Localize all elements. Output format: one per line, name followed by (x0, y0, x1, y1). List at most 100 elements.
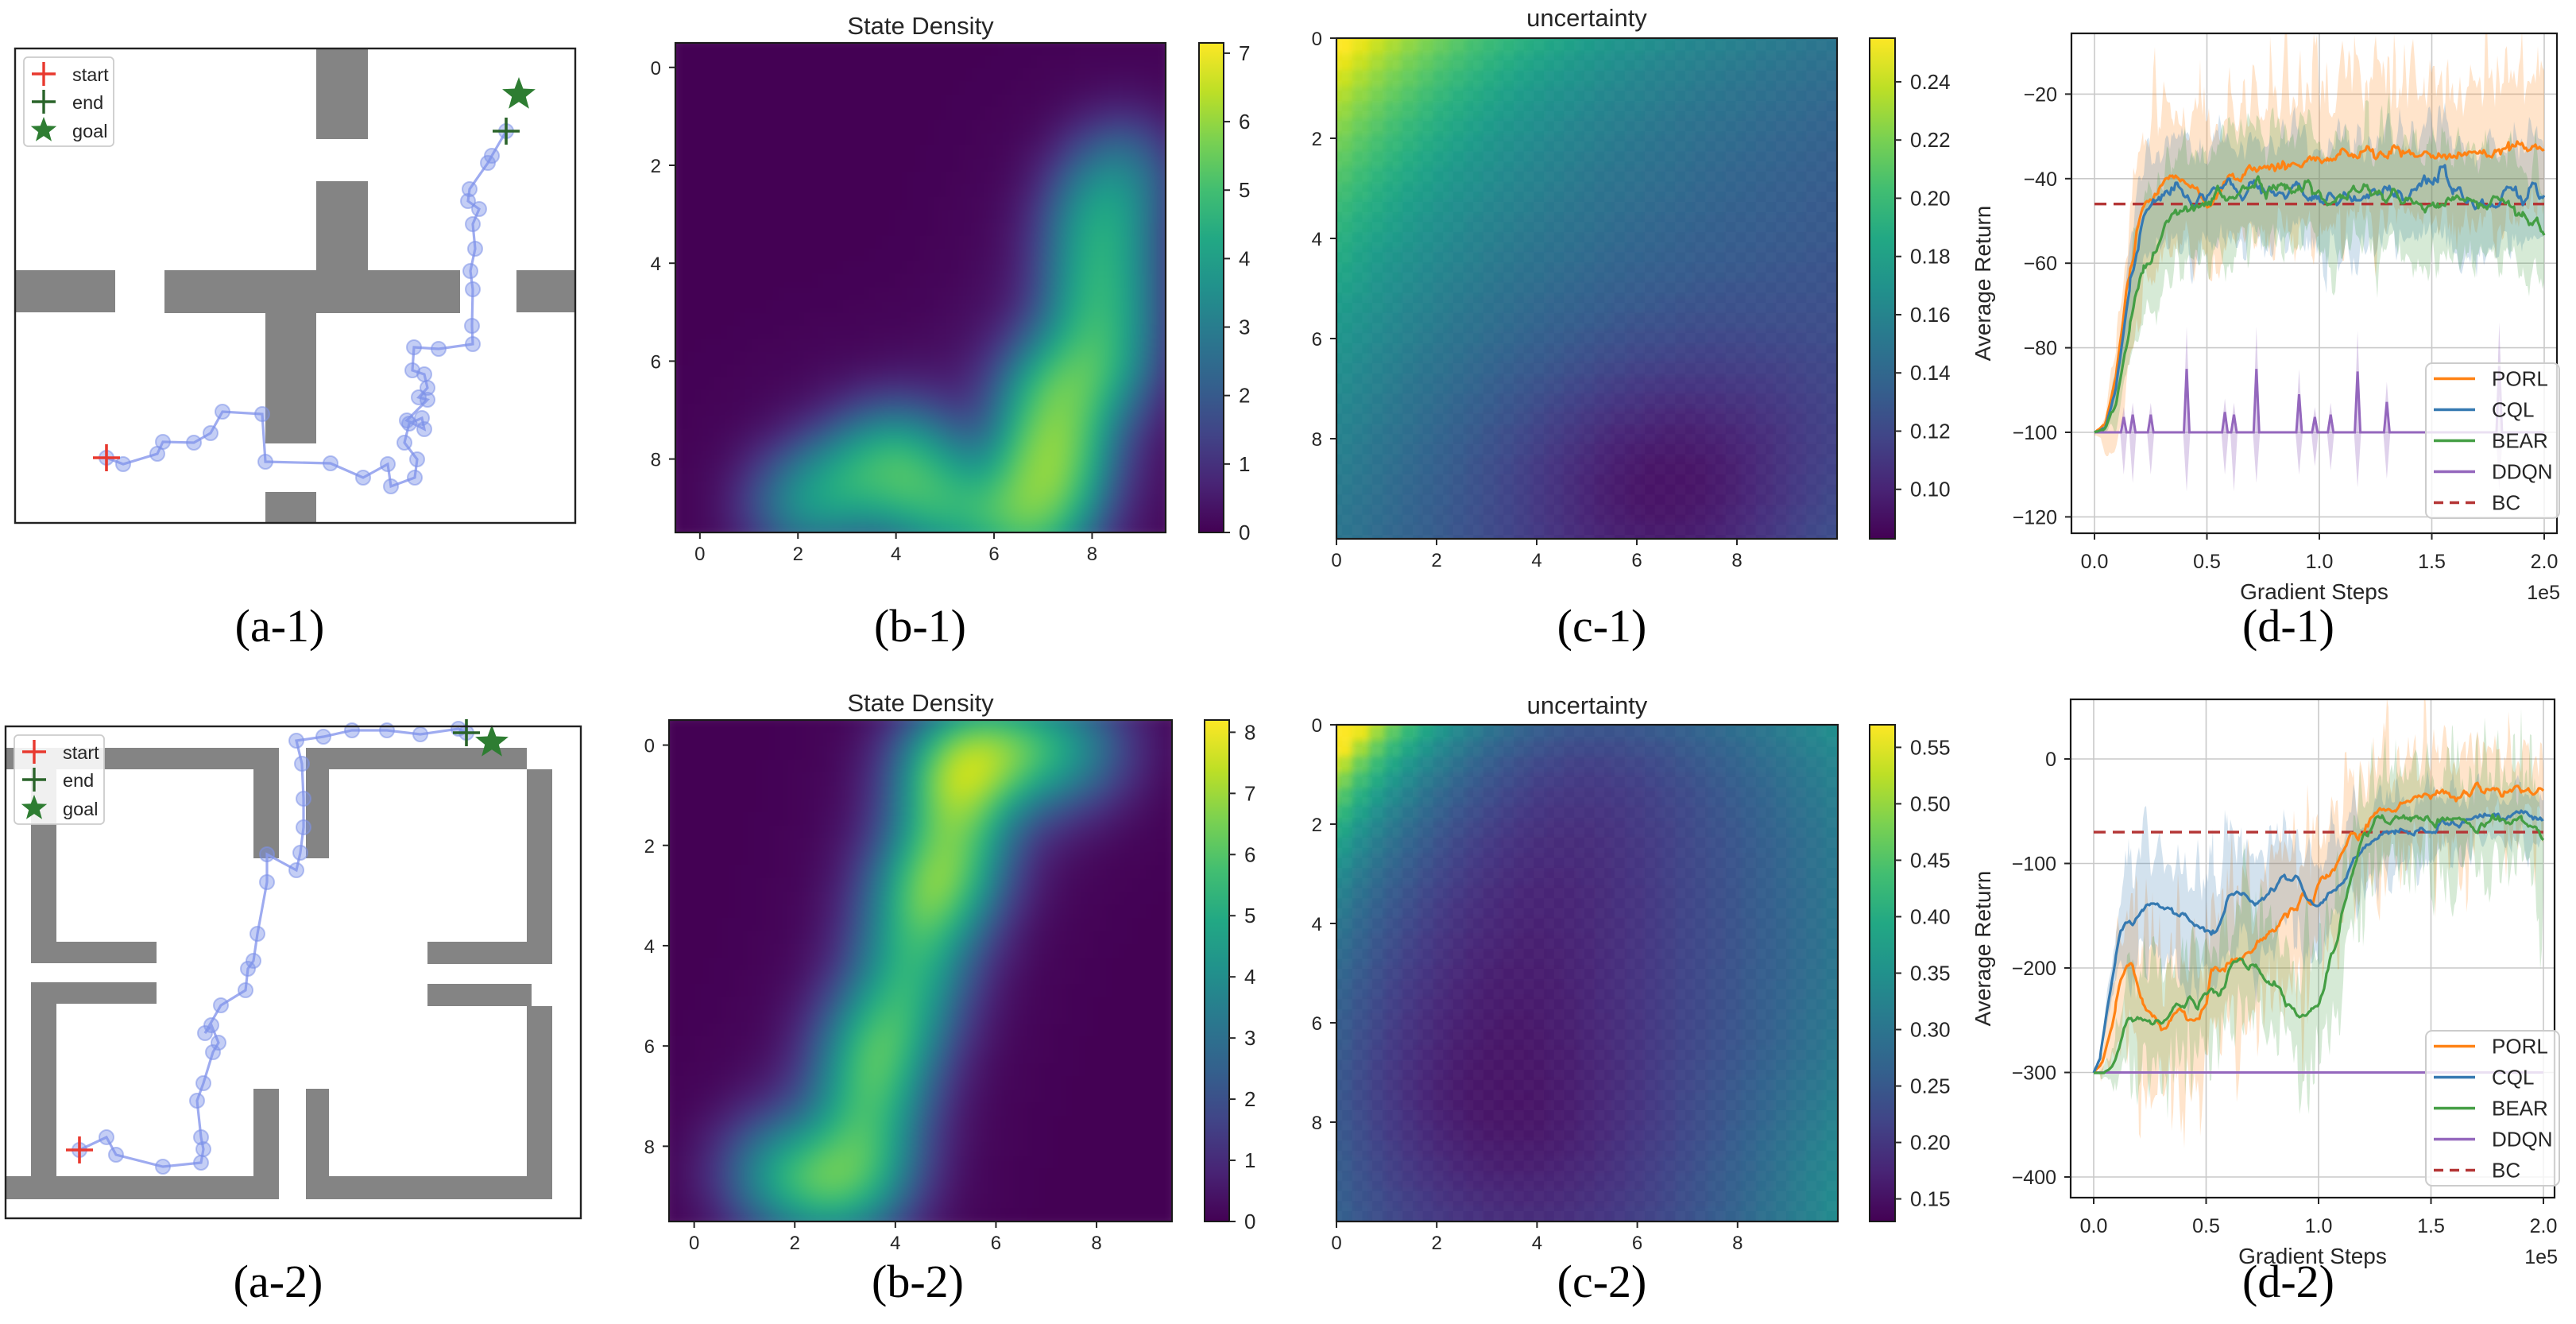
svg-text:−100: −100 (2012, 854, 2056, 876)
svg-text:0: 0 (644, 736, 655, 757)
svg-text:6: 6 (1239, 110, 1250, 134)
svg-text:2: 2 (1432, 1233, 1442, 1254)
svg-text:0.35: 0.35 (1910, 962, 1951, 985)
svg-text:0: 0 (1239, 521, 1250, 544)
svg-text:CQL: CQL (2492, 1066, 2534, 1090)
svg-text:8: 8 (651, 450, 661, 471)
svg-text:2: 2 (1431, 550, 1441, 571)
svg-text:(b-2): (b-2) (872, 1256, 964, 1307)
svg-text:2: 2 (1239, 384, 1250, 408)
svg-text:4: 4 (1531, 550, 1541, 571)
svg-text:1e5: 1e5 (2527, 582, 2560, 604)
svg-text:6: 6 (1244, 842, 1255, 866)
svg-text:6: 6 (1312, 329, 1322, 350)
svg-text:3: 3 (1244, 1026, 1255, 1050)
svg-text:4: 4 (1532, 1233, 1542, 1254)
svg-text:0.40: 0.40 (1910, 904, 1951, 928)
svg-text:0.5: 0.5 (2192, 1215, 2220, 1237)
svg-text:0.14: 0.14 (1910, 361, 1951, 385)
svg-text:goal: goal (72, 121, 107, 141)
svg-text:0.15: 0.15 (1910, 1187, 1951, 1211)
svg-text:end: end (72, 92, 103, 113)
svg-text:1e5: 1e5 (2524, 1246, 2558, 1268)
svg-text:0.0: 0.0 (2080, 1215, 2108, 1237)
svg-text:0: 0 (1331, 1233, 1341, 1254)
svg-text:0.45: 0.45 (1910, 848, 1951, 872)
svg-text:2: 2 (790, 1233, 800, 1254)
svg-text:4: 4 (890, 1233, 900, 1254)
svg-text:6: 6 (988, 544, 999, 565)
svg-text:PORL: PORL (2492, 1035, 2548, 1059)
svg-text:5: 5 (1244, 904, 1255, 927)
svg-text:7: 7 (1239, 41, 1250, 65)
svg-text:8: 8 (1312, 429, 1322, 451)
svg-text:2.0: 2.0 (2531, 551, 2559, 573)
svg-text:0.25: 0.25 (1910, 1074, 1951, 1098)
svg-text:−100: −100 (2013, 422, 2057, 444)
svg-text:6: 6 (651, 351, 661, 373)
svg-text:Average Return: Average Return (1971, 206, 1995, 362)
svg-text:1.5: 1.5 (2418, 551, 2446, 573)
svg-text:7: 7 (1244, 781, 1255, 805)
svg-text:Average Return: Average Return (1971, 871, 1995, 1027)
svg-text:0: 0 (1244, 1210, 1255, 1233)
svg-text:0.22: 0.22 (1910, 128, 1951, 152)
svg-text:0: 0 (1331, 550, 1341, 571)
svg-text:0: 0 (694, 544, 705, 565)
svg-text:4: 4 (1312, 229, 1322, 250)
svg-text:0: 0 (651, 58, 661, 79)
svg-text:goal: goal (63, 799, 98, 819)
svg-text:start: start (63, 742, 99, 763)
svg-text:1.5: 1.5 (2417, 1215, 2445, 1237)
svg-text:0.10: 0.10 (1910, 478, 1951, 501)
svg-text:0.30: 0.30 (1910, 1018, 1951, 1042)
svg-text:uncertainty: uncertainty (1527, 691, 1648, 719)
svg-text:DDQN: DDQN (2492, 1128, 2553, 1152)
svg-text:0: 0 (2045, 749, 2056, 771)
svg-text:8: 8 (1312, 1113, 1322, 1134)
svg-text:0.16: 0.16 (1910, 303, 1951, 327)
svg-text:DDQN: DDQN (2492, 460, 2553, 484)
svg-text:BEAR: BEAR (2492, 1097, 2548, 1121)
svg-text:8: 8 (1244, 720, 1255, 744)
svg-text:0.12: 0.12 (1910, 419, 1951, 443)
svg-text:State Density: State Density (847, 12, 994, 40)
svg-text:6: 6 (1631, 550, 1642, 571)
svg-text:8: 8 (1732, 1233, 1742, 1254)
svg-text:4: 4 (644, 936, 655, 958)
svg-text:1: 1 (1239, 452, 1250, 476)
svg-text:1: 1 (1244, 1148, 1255, 1172)
svg-text:8: 8 (1091, 1233, 1101, 1254)
svg-text:BC: BC (2492, 1159, 2520, 1183)
svg-text:6: 6 (991, 1233, 1001, 1254)
svg-text:4: 4 (651, 254, 661, 275)
svg-text:Gradient Steps: Gradient Steps (2238, 1244, 2387, 1268)
svg-text:Gradient Steps: Gradient Steps (2240, 579, 2388, 604)
svg-text:−60: −60 (2024, 253, 2057, 275)
svg-text:0.20: 0.20 (1910, 1131, 1951, 1155)
svg-text:uncertainty: uncertainty (1526, 4, 1647, 32)
svg-text:0.55: 0.55 (1910, 735, 1951, 759)
svg-text:1.0: 1.0 (2305, 1215, 2333, 1237)
svg-text:0.18: 0.18 (1910, 245, 1951, 269)
svg-text:0.5: 0.5 (2193, 551, 2221, 573)
svg-text:PORL: PORL (2492, 367, 2548, 391)
svg-text:6: 6 (1312, 1013, 1322, 1035)
svg-text:−20: −20 (2024, 83, 2057, 106)
svg-text:4: 4 (1312, 914, 1322, 935)
svg-text:1.0: 1.0 (2306, 551, 2334, 573)
svg-text:2: 2 (651, 156, 661, 177)
svg-text:8: 8 (1087, 544, 1097, 565)
svg-text:3: 3 (1239, 316, 1250, 339)
svg-text:State Density: State Density (847, 689, 994, 717)
svg-text:4: 4 (891, 544, 901, 565)
svg-text:2: 2 (1244, 1087, 1255, 1111)
svg-text:8: 8 (1731, 550, 1742, 571)
svg-text:BC: BC (2492, 491, 2520, 515)
svg-text:0.24: 0.24 (1910, 70, 1951, 94)
svg-text:0: 0 (1312, 715, 1322, 737)
svg-text:−80: −80 (2024, 338, 2057, 360)
svg-text:(b-1): (b-1) (874, 600, 966, 652)
svg-text:5: 5 (1239, 178, 1250, 202)
svg-text:2: 2 (793, 544, 803, 565)
